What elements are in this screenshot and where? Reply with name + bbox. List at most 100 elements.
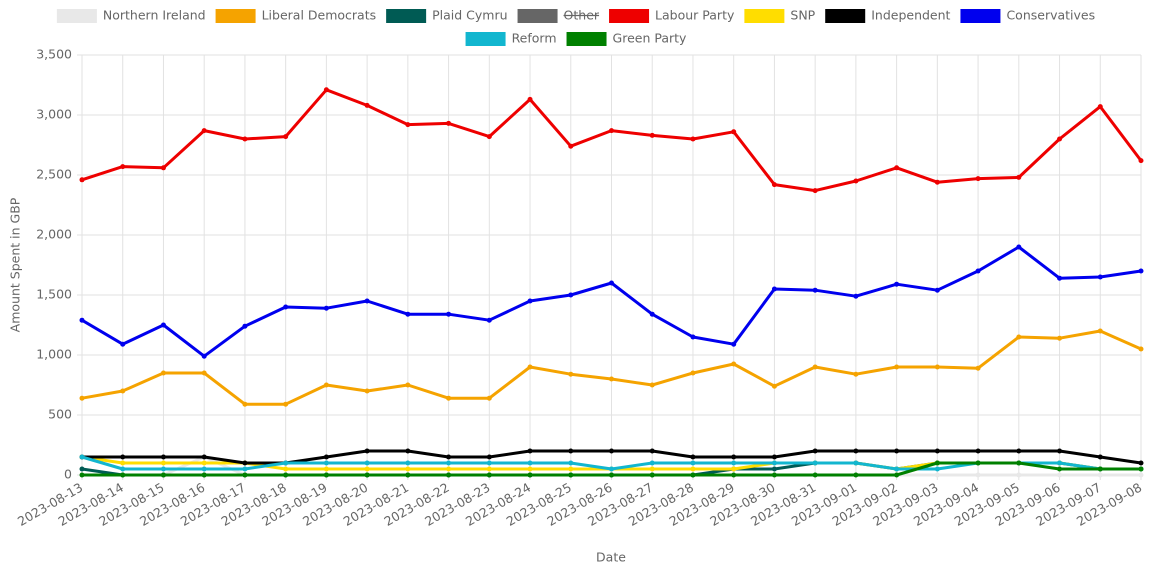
data-point — [812, 188, 818, 194]
data-point — [1057, 448, 1063, 454]
legend-swatch — [744, 9, 785, 23]
legend-item[interactable]: Northern Ireland — [56, 8, 206, 24]
legend-label: Liberal Democrats — [262, 8, 377, 23]
data-point — [853, 371, 859, 377]
legend-item[interactable]: Reform — [465, 31, 557, 47]
data-point — [731, 129, 737, 135]
data-point — [201, 460, 207, 466]
data-point — [1097, 454, 1103, 460]
data-point — [201, 472, 207, 478]
data-point — [1057, 472, 1063, 478]
data-point — [812, 287, 818, 293]
data-point — [934, 448, 940, 454]
data-point — [1016, 448, 1022, 454]
data-point — [364, 466, 370, 472]
data-point — [1097, 472, 1103, 478]
data-point — [323, 460, 329, 466]
data-point — [771, 383, 777, 389]
data-point — [486, 460, 492, 466]
data-point — [486, 454, 492, 460]
data-point — [609, 466, 614, 472]
data-point — [527, 96, 533, 102]
data-point — [405, 466, 411, 472]
data-point — [690, 136, 696, 142]
legend-item[interactable]: Liberal Democrats — [215, 8, 377, 24]
legend-swatch — [386, 9, 427, 23]
data-point — [975, 448, 981, 454]
legend-item[interactable]: Other — [517, 8, 600, 24]
data-point — [568, 448, 574, 454]
data-point — [364, 460, 370, 466]
data-point — [568, 292, 574, 298]
data-point — [405, 472, 411, 478]
legend-item[interactable]: Green Party — [566, 31, 688, 47]
legend-item[interactable]: Plaid Cymru — [386, 8, 508, 24]
data-point — [242, 460, 248, 466]
data-point — [1057, 460, 1063, 466]
data-point — [690, 334, 696, 340]
data-point — [649, 460, 655, 466]
data-point — [771, 286, 777, 292]
data-point — [405, 311, 411, 317]
y-tick-label: 1,000 — [36, 347, 72, 362]
data-point — [527, 298, 533, 304]
data-point — [160, 472, 166, 478]
data-point — [446, 460, 452, 466]
data-point — [690, 466, 696, 472]
data-point — [79, 454, 85, 460]
data-point — [609, 472, 614, 478]
legend-label: Northern Ireland — [103, 8, 206, 23]
data-point — [323, 87, 329, 93]
data-point — [405, 448, 411, 454]
data-point — [812, 460, 818, 466]
data-point — [771, 454, 777, 460]
data-point — [446, 311, 452, 317]
data-point — [1097, 274, 1103, 280]
legend-item[interactable]: Conservatives — [960, 8, 1095, 24]
data-point — [731, 472, 737, 478]
data-point — [1057, 275, 1063, 281]
data-point — [975, 176, 981, 182]
legend-item[interactable]: Independent — [825, 8, 951, 24]
data-point — [242, 136, 248, 142]
data-point — [283, 401, 289, 407]
data-point — [812, 364, 818, 370]
legend-swatch — [517, 9, 558, 23]
data-point — [853, 472, 859, 478]
legend-item[interactable]: SNP — [744, 8, 816, 24]
data-point — [771, 466, 777, 472]
data-point — [446, 395, 452, 401]
data-point — [894, 281, 900, 287]
data-point — [812, 472, 818, 478]
data-point — [486, 134, 492, 140]
data-point — [1057, 136, 1063, 142]
data-point — [1138, 268, 1144, 274]
data-point — [690, 472, 696, 478]
data-point — [527, 472, 533, 478]
data-point — [934, 472, 940, 478]
legend-item[interactable]: Labour Party — [609, 8, 735, 24]
data-point — [405, 382, 411, 388]
data-point — [934, 364, 940, 370]
data-point — [690, 370, 696, 376]
data-point — [527, 448, 533, 454]
data-point — [323, 472, 329, 478]
legend-swatch — [465, 32, 506, 46]
data-point — [446, 120, 452, 126]
data-point — [1016, 460, 1022, 466]
data-point — [1016, 472, 1022, 478]
legend: Northern Ireland Liberal Democrats Plaid C… — [56, 8, 1095, 47]
legend-label: Independent — [871, 8, 950, 23]
data-point — [609, 128, 614, 134]
data-point — [527, 466, 533, 472]
data-point — [609, 280, 614, 286]
data-point — [446, 454, 452, 460]
legend-swatch — [566, 32, 607, 46]
legend-swatch — [215, 9, 256, 23]
data-point — [894, 165, 900, 171]
data-point — [771, 460, 777, 466]
data-point — [283, 134, 289, 140]
data-point — [323, 382, 329, 388]
data-point — [160, 165, 166, 171]
data-point — [323, 305, 329, 311]
